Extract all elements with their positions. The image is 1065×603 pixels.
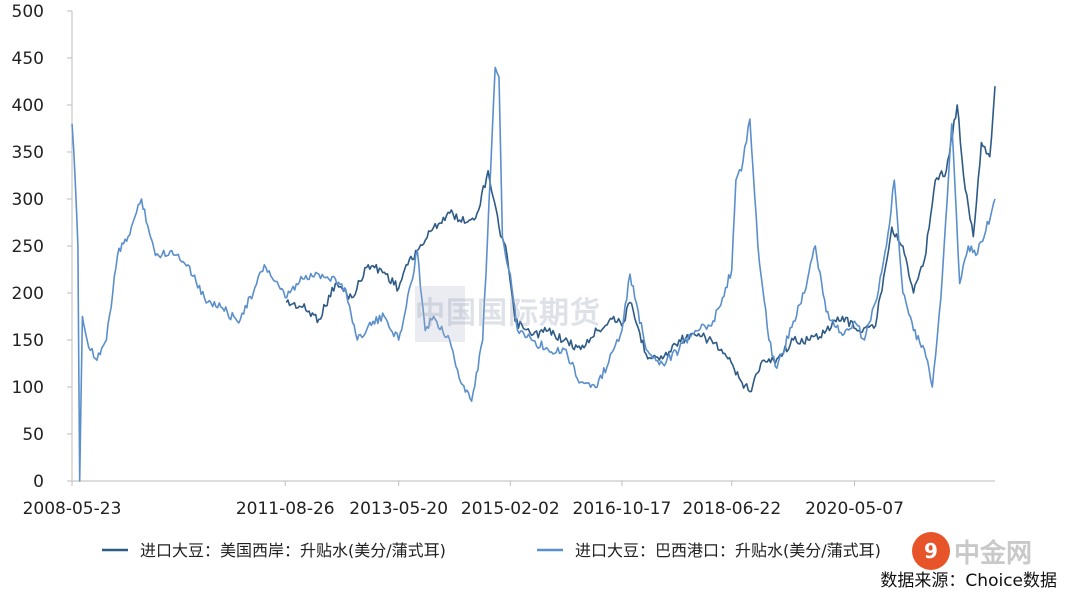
x-tick-label: 2015-02-02 bbox=[461, 499, 560, 519]
y-tick-label: 300 bbox=[12, 190, 44, 210]
legend-label-2: 进口大豆：巴西港口：升贴水(美分/蒲式耳) bbox=[575, 541, 881, 560]
x-tick-label: 2020-05-07 bbox=[805, 499, 904, 519]
x-tick-label: 2011-08-26 bbox=[236, 499, 335, 519]
x-tick-label: 2016-10-17 bbox=[573, 499, 672, 519]
y-tick-label: 250 bbox=[12, 237, 44, 257]
series-layer bbox=[71, 66, 996, 482]
logo: 9 中金网 bbox=[912, 532, 1032, 570]
y-tick-label: 0 bbox=[33, 472, 44, 492]
y-tick-label: 450 bbox=[12, 49, 44, 69]
logo-text: 中金网 bbox=[954, 538, 1033, 569]
x-tick-label: 2013-05-20 bbox=[349, 499, 448, 519]
series-line-2 bbox=[71, 66, 996, 482]
y-tick-label: 50 bbox=[22, 425, 44, 445]
source-note: 数据来源：Choice数据 bbox=[880, 571, 1057, 591]
legend: 进口大豆：美国西岸：升贴水(美分/蒲式耳) 进口大豆：巴西港口：升贴水(美分/蒲式… bbox=[102, 541, 881, 560]
logo-mark: 9 bbox=[912, 532, 950, 570]
y-tick-label: 350 bbox=[12, 143, 44, 163]
y-tick-label: 400 bbox=[12, 96, 44, 116]
series-line-1 bbox=[285, 86, 996, 393]
y-tick-label: 200 bbox=[12, 284, 44, 304]
x-tick-label: 2018-06-22 bbox=[682, 499, 781, 519]
legend-label-1: 进口大豆：美国西岸：升贴水(美分/蒲式耳) bbox=[140, 541, 446, 560]
y-tick-label: 100 bbox=[12, 378, 44, 398]
axes: 0 50 100 150 200 250 300 350 400 450 500 2008-05-23… bbox=[12, 2, 995, 519]
y-tick-label: 150 bbox=[12, 331, 44, 351]
watermark-box bbox=[415, 286, 465, 342]
watermark: 中国国际期货 bbox=[415, 296, 601, 331]
x-tick-label: 2008-05-23 bbox=[23, 499, 122, 519]
y-tick-label: 500 bbox=[12, 2, 44, 22]
